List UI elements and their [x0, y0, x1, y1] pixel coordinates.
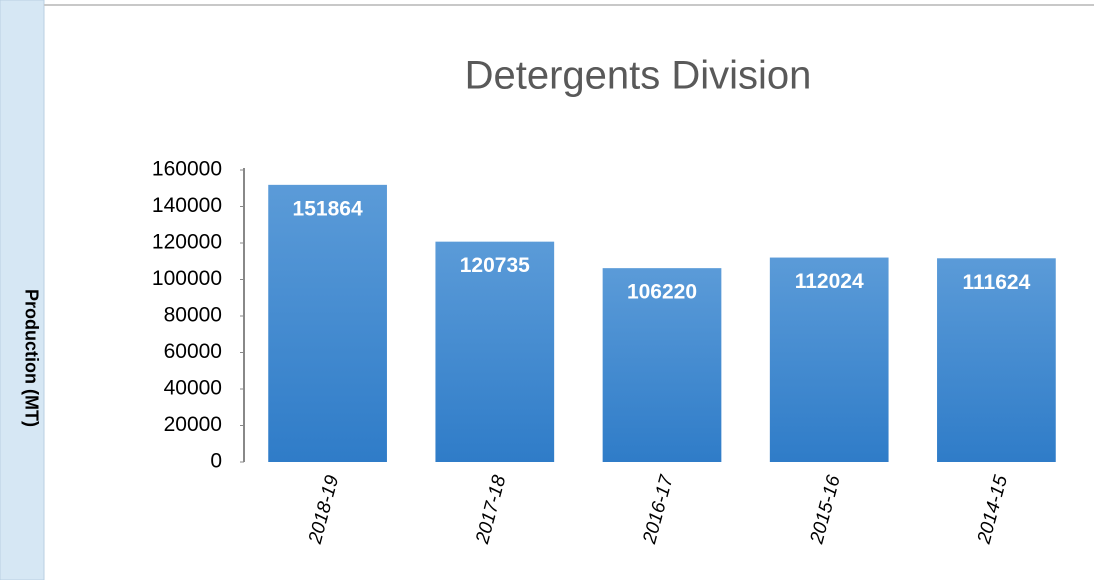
y-tick-label: 40000 — [164, 377, 222, 400]
value-label: 151864 — [293, 197, 363, 220]
value-label: 106220 — [627, 281, 697, 304]
x-tick-label: 2018-19 — [305, 473, 344, 547]
value-label: 120735 — [460, 254, 530, 277]
chart-title: Detergents Division — [465, 54, 812, 98]
y-tick-label: 160000 — [152, 158, 222, 181]
y-tick-label: 20000 — [164, 413, 222, 436]
y-tick-label: 0 — [210, 450, 222, 473]
y-tick-label: 100000 — [152, 267, 222, 290]
side-panel — [0, 0, 45, 580]
y-tick-label: 60000 — [164, 340, 222, 363]
x-tick-label: 2014-15 — [973, 473, 1012, 547]
x-tick-label: 2016-17 — [639, 472, 678, 547]
value-label: 111624 — [963, 271, 1031, 294]
y-tick-label: 140000 — [152, 194, 222, 217]
bar — [435, 241, 555, 462]
x-tick-label: 2015-16 — [806, 473, 845, 547]
y-tick-label: 80000 — [164, 304, 222, 327]
value-label: 112024 — [795, 270, 864, 293]
bar — [602, 268, 722, 462]
x-tick-label: 2017-18 — [472, 473, 511, 547]
bar — [937, 258, 1056, 462]
y-axis-label: Production (MT) — [21, 289, 41, 427]
bar — [268, 184, 387, 462]
bar — [769, 257, 889, 462]
y-tick-label: 120000 — [152, 231, 222, 254]
